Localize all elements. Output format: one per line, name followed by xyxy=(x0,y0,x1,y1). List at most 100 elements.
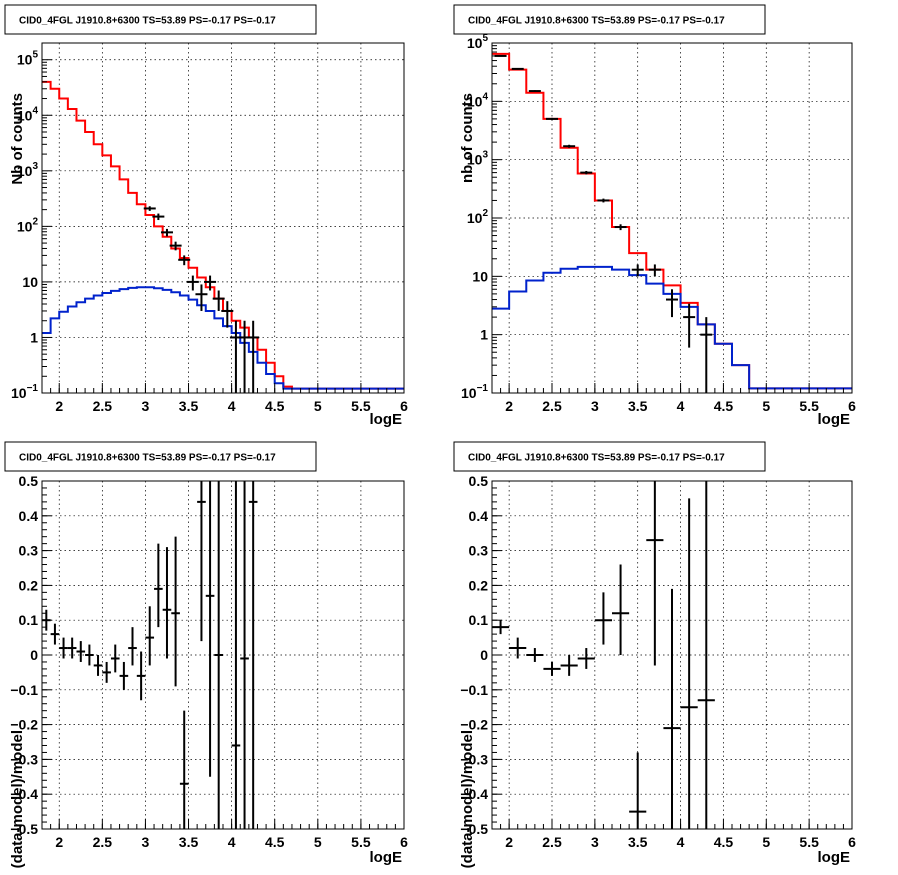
x-tick-label: 6 xyxy=(848,834,856,850)
y-tick-label: −0.1 xyxy=(10,682,38,698)
y-tick-label: 0.1 xyxy=(19,612,39,628)
data-point xyxy=(152,213,165,221)
y-axis: −0.5 −0.4 −0.3 −0.2 −0.1 0 0.1 0.2 0.3 0.4 0.5 xyxy=(460,473,502,837)
data-point xyxy=(212,290,225,311)
y-tick-label: 10−1 xyxy=(461,383,488,401)
x-axis: 2 2.5 3 3.5 4 4.5 5 5.5 6 xyxy=(491,383,856,414)
grid xyxy=(42,43,404,393)
data-point xyxy=(162,547,172,659)
y-tick-label: −0.1 xyxy=(460,682,488,698)
data-point xyxy=(93,655,103,676)
chart-title-box: CID0_4FGL J1910.8+6300 TS=53.89 PS=-0.17… xyxy=(453,441,766,472)
data-point xyxy=(631,264,644,277)
data-point xyxy=(700,317,713,393)
data-point xyxy=(629,752,647,829)
chart-title: CID0_4FGL J1910.8+6300 TS=53.89 PS=-0.17… xyxy=(468,453,725,464)
chart-title: CID0_4FGL J1910.8+6300 TS=53.89 PS=-0.17… xyxy=(19,16,276,27)
x-tick-label: 6 xyxy=(400,834,408,850)
data-point xyxy=(179,710,189,829)
data-point xyxy=(240,481,249,829)
x-tick-label: 3.5 xyxy=(628,398,648,414)
grid xyxy=(492,43,852,393)
x-tick-label: 2 xyxy=(55,398,63,414)
y-tick-label: 105 xyxy=(17,50,39,68)
data-point xyxy=(683,303,696,348)
plot-content xyxy=(42,481,258,829)
data-point xyxy=(526,648,544,662)
title-frame xyxy=(453,441,766,472)
y-tick-label: 0.5 xyxy=(19,473,39,489)
data-point xyxy=(128,627,137,666)
x-tick-label: 6 xyxy=(400,398,408,414)
x-tick-label: 4.5 xyxy=(265,398,285,414)
data-points xyxy=(143,206,260,393)
y-axis: 10−1 1 10 102 103 104 105 xyxy=(461,33,502,401)
data-point xyxy=(231,481,241,829)
y-axis: 10−1 1 10 102 103 104 105 xyxy=(11,42,52,401)
y-axis-title: (data-model)/model xyxy=(9,730,26,868)
chart-title: CID0_4FGL J1910.8+6300 TS=53.89 PS=-0.17… xyxy=(468,16,725,27)
chart-title-box: CID0_4FGL J1910.8+6300 TS=53.89 PS=-0.17… xyxy=(453,4,766,35)
data-point xyxy=(580,170,593,175)
data-point xyxy=(697,481,715,829)
x-tick-label: 5 xyxy=(762,398,770,414)
data-point xyxy=(67,637,77,659)
y-tick-label: −0.5 xyxy=(10,821,38,837)
title-frame xyxy=(4,4,317,35)
x-tick-label: 4.5 xyxy=(714,398,734,414)
y-tick-label: 0.5 xyxy=(469,473,489,489)
data-point xyxy=(648,264,661,277)
data-point xyxy=(195,284,208,311)
data-point xyxy=(145,606,155,666)
y-tick-label: 0.1 xyxy=(469,612,489,628)
chart-title-box: CID0_4FGL J1910.8+6300 TS=53.89 PS=-0.17… xyxy=(4,4,317,35)
y-tick-label: 102 xyxy=(467,208,489,226)
data-point xyxy=(160,228,173,237)
x-axis-title: logE xyxy=(818,411,851,428)
plot-area xyxy=(42,43,404,393)
y-tick-label: 102 xyxy=(17,216,39,234)
y-tick-label: −0.4 xyxy=(460,786,488,802)
data-point xyxy=(247,320,260,393)
plot-content xyxy=(492,481,715,829)
data-points xyxy=(42,481,258,829)
y-tick-label: 0.2 xyxy=(19,577,39,593)
x-tick-label: 5 xyxy=(762,834,770,850)
y-tick-label: 0.4 xyxy=(19,508,39,524)
data-point xyxy=(119,661,129,690)
title-frame xyxy=(453,4,766,35)
y-tick-label: 0.3 xyxy=(469,543,489,559)
x-tick-label: 3.5 xyxy=(179,398,199,414)
x-tick-label: 4 xyxy=(677,398,685,414)
data-point xyxy=(563,144,576,148)
data-point xyxy=(102,661,111,683)
y-tick-label: 104 xyxy=(17,105,39,123)
x-tick-label: 3 xyxy=(591,834,599,850)
x-axis: 2 2.5 3 3.5 4 4.5 5 5.5 6 xyxy=(491,819,856,850)
y-tick-label: 10 xyxy=(22,274,38,290)
y-tick-label: 0 xyxy=(30,647,38,663)
series-source_model xyxy=(42,286,404,390)
y-tick-label: −0.2 xyxy=(10,717,38,733)
x-tick-label: 3 xyxy=(142,398,150,414)
x-tick-label: 2.5 xyxy=(93,834,113,850)
y-tick-label: 1 xyxy=(480,327,488,343)
data-point xyxy=(204,275,217,291)
x-tick-label: 5 xyxy=(314,398,322,414)
x-tick-label: 5 xyxy=(314,834,322,850)
x-tick-label: 2.5 xyxy=(93,398,113,414)
data-point xyxy=(197,481,206,642)
data-points xyxy=(492,481,715,829)
y-tick-label: 10 xyxy=(472,268,488,284)
x-tick-label: 4 xyxy=(228,834,236,850)
data-point xyxy=(646,481,664,666)
data-point xyxy=(594,592,612,645)
data-point xyxy=(136,651,146,701)
chart-title-box: CID0_4FGL J1910.8+6300 TS=53.89 PS=-0.17… xyxy=(4,441,317,472)
data-point xyxy=(186,275,199,291)
data-point xyxy=(59,637,68,659)
x-tick-label: 2.5 xyxy=(542,834,562,850)
chart-panel-counts-left: 2 2.5 3 3.5 4 4.5 5 5.5 6 10−1 1 10 102 103 104 105 logE… xyxy=(4,4,408,428)
x-axis: 2 2.5 3 3.5 4 4.5 5 5.5 6 xyxy=(41,383,408,414)
x-axis-title: logE xyxy=(818,849,851,866)
